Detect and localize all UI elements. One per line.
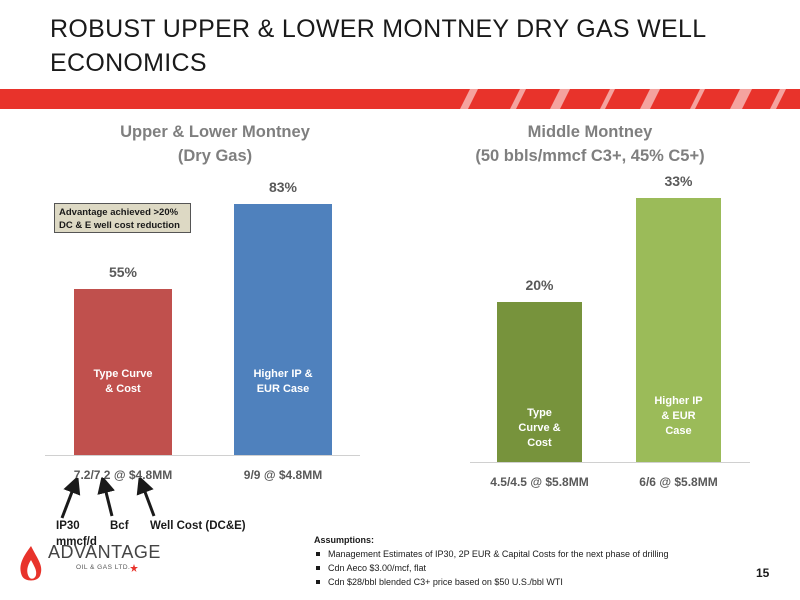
assumptions-list: Management Estimates of IP30, 2P EUR & C… [314,547,754,589]
well-cost-arrow [136,478,156,517]
chart-right-title: Middle Montney (50 bbls/mmcf C3+, 45% C5… [455,120,725,168]
bcf-arrow [97,478,115,517]
chart-left-title-text: Upper & Lower Montney [120,123,310,141]
chart-bar-label: Type Curve & Cost [518,407,561,449]
page-title: ROBUST UPPER & LOWER MONTNEY DRY GAS WEL… [50,15,706,77]
chart-left-title: Upper & Lower Montney (Dry Gas) [80,120,350,168]
chart-data-label: 20% [525,277,554,293]
cost-reduction-callout: Advantage achieved >20% DC & E well cost… [54,203,191,233]
chart-bar-label: Type Curve & Cost [93,368,153,395]
annotation-arrows [60,478,156,519]
chart-axis-line [470,462,750,463]
chart-tick-label: 6/6 @ $5.8MM [639,475,718,489]
chart-tick-label: 4.5/4.5 @ $5.8MM [490,475,589,489]
chart-bar-label: Higher IP & EUR Case [654,395,703,437]
chart-data-label: 33% [664,173,693,189]
chart-bar [74,288,172,455]
chart-bar [497,302,582,462]
chart-bar [636,198,721,462]
page-number: 15 [756,566,770,580]
header-stripe [0,89,800,109]
assumptions-heading: Assumptions: [314,535,375,545]
logo-sub: OIL & GAS LTD. [76,564,131,571]
flame-icon [20,546,42,581]
chart-bar [234,204,332,455]
logo-name: ADVANTAGE [48,542,161,562]
chart-tick-label: 9/9 @ $4.8MM [243,468,323,482]
chart-right-subtitle: (50 bbls/mmcf C3+, 45% C5+) [475,147,705,165]
chart-right-title-text: Middle Montney [527,123,653,141]
company-logo: ADVANTAGE OIL & GAS LTD. [14,542,160,594]
mmcfd-label: mmcf/d [56,536,97,548]
callout-line-2: DC & E well cost reduction [59,220,180,231]
chart-data-label: 83% [268,179,298,196]
maple-leaf-icon [130,564,138,572]
well-cost-label: Well Cost (DC&E) [150,520,246,532]
assumption-item: Management Estimates of IP30, 2P EUR & C… [314,547,754,561]
assumptions: Assumptions: Management Estimates of IP3… [314,533,754,589]
callout-line-1: Advantage achieved >20% [59,207,179,218]
ip30-arrow [60,478,81,519]
chart-axis-line [45,455,360,456]
assumption-item: Cdn Aeco $3.00/mcf, flat [314,561,754,575]
chart-left-subtitle: (Dry Gas) [177,147,253,165]
chart-bar-label: Higher IP & EUR Case [253,368,313,395]
assumption-item: Cdn $28/bbl blended C3+ price based on $… [314,575,754,589]
chart-data-label: 55% [108,263,138,280]
bcf-label: Bcf [110,520,129,532]
ip30-label: IP30 [56,520,80,532]
